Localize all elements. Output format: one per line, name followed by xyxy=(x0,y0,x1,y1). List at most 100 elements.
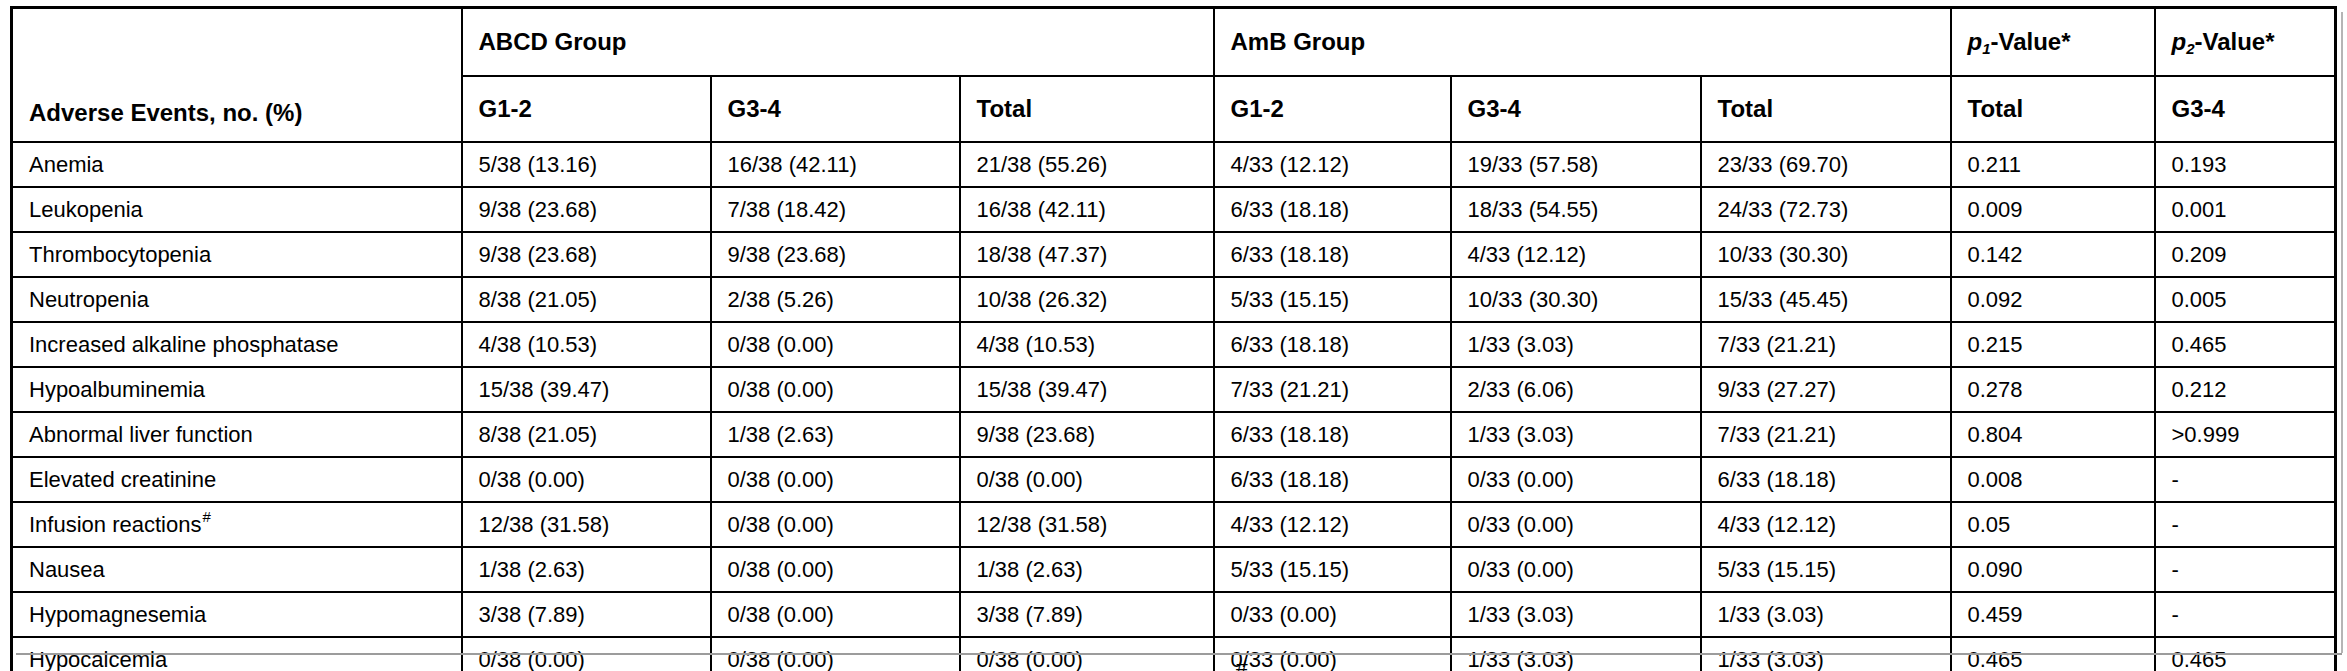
table-cell: 12/38 (31.58) xyxy=(462,502,711,547)
table-cell: - xyxy=(2155,547,2336,592)
row-label-superscript: # xyxy=(202,508,210,525)
table-cell: 18/33 (54.55) xyxy=(1451,187,1701,232)
table-cell: 0.001 xyxy=(2155,187,2336,232)
subheader-amb-g34: G3-4 xyxy=(1451,76,1701,142)
table-row: Infusion reactions#12/38 (31.58)0/38 (0.… xyxy=(12,502,2336,547)
table-cell: 6/33 (18.18) xyxy=(1214,187,1451,232)
group-header-amb: AmB Group xyxy=(1214,8,1951,77)
group-header-abcd: ABCD Group xyxy=(462,8,1214,77)
table-cell: 8/38 (21.05) xyxy=(462,277,711,322)
subheader-abcd-total: Total xyxy=(960,76,1214,142)
table-cell: 9/38 (23.68) xyxy=(960,412,1214,457)
table-cell: 6/33 (18.18) xyxy=(1214,232,1451,277)
row-label: Abnormal liver function xyxy=(12,412,462,457)
table-cell: 1/38 (2.63) xyxy=(711,412,960,457)
table-cell: 6/33 (18.18) xyxy=(1214,412,1451,457)
table-cell: 18/38 (47.37) xyxy=(960,232,1214,277)
p1-suffix: -Value* xyxy=(1991,28,2071,55)
row-label: Elevated creatinine xyxy=(12,457,462,502)
table-cell: 1/33 (3.03) xyxy=(1701,592,1951,637)
subheader-abcd-g12: G1-2 xyxy=(462,76,711,142)
table-cell: 4/38 (10.53) xyxy=(462,322,711,367)
table-cell: 0.05 xyxy=(1951,502,2155,547)
subheader-p1-total: Total xyxy=(1951,76,2155,142)
table-cell: 1/33 (3.03) xyxy=(1451,412,1701,457)
table-cell: 0.090 xyxy=(1951,547,2155,592)
table-cell: 15/33 (45.45) xyxy=(1701,277,1951,322)
table-cell: 4/33 (12.12) xyxy=(1701,502,1951,547)
row-label-text: Thrombocytopenia xyxy=(29,242,211,267)
row-label-text: Hypomagnesemia xyxy=(29,602,206,627)
row-label: Leukopenia xyxy=(12,187,462,232)
table-cell: 0/38 (0.00) xyxy=(960,457,1214,502)
table-cell: 15/38 (39.47) xyxy=(462,367,711,412)
row-label-text: Elevated creatinine xyxy=(29,467,216,492)
row-label-text: Hypoalbuminemia xyxy=(29,377,205,402)
table-cell: 0.008 xyxy=(1951,457,2155,502)
row-label: Neutropenia xyxy=(12,277,462,322)
table-cell: - xyxy=(2155,592,2336,637)
p2-italic: p2 xyxy=(2172,28,2195,55)
row-label: Infusion reactions# xyxy=(12,502,462,547)
table-cell: 4/38 (10.53) xyxy=(960,322,1214,367)
row-label: Hypomagnesemia xyxy=(12,592,462,637)
column-header-p2-value: p2-Value* xyxy=(2155,8,2336,77)
table-cell: 9/38 (23.68) xyxy=(462,187,711,232)
table-cell: 7/33 (21.21) xyxy=(1701,412,1951,457)
table-cell: 0/33 (0.00) xyxy=(1451,502,1701,547)
table-cell: 12/38 (31.58) xyxy=(960,502,1214,547)
table-cell: 3/38 (7.89) xyxy=(462,592,711,637)
table-cell: 5/33 (15.15) xyxy=(1701,547,1951,592)
table-cell: 1/33 (3.03) xyxy=(1451,322,1701,367)
table-cell: 24/33 (72.73) xyxy=(1701,187,1951,232)
table-row: Neutropenia8/38 (21.05)2/38 (5.26)10/38 … xyxy=(12,277,2336,322)
table-cell: - xyxy=(2155,457,2336,502)
p2-suffix: -Value* xyxy=(2195,28,2275,55)
table-bottom-shadow-line xyxy=(16,653,2342,655)
table-cell: 0.009 xyxy=(1951,187,2155,232)
table-cell: 5/33 (15.15) xyxy=(1214,277,1451,322)
table-cell: 23/33 (69.70) xyxy=(1701,142,1951,187)
table-cell: 0/38 (0.00) xyxy=(711,322,960,367)
p1-subscript: 1 xyxy=(1982,40,1990,57)
table-cell: 0.804 xyxy=(1951,412,2155,457)
table-cell: 0.459 xyxy=(1951,592,2155,637)
table-cell: 7/33 (21.21) xyxy=(1214,367,1451,412)
table-cell: 0/38 (0.00) xyxy=(711,502,960,547)
table-row: Hypoalbuminemia15/38 (39.47)0/38 (0.00)1… xyxy=(12,367,2336,412)
footnote-marker: # xyxy=(1236,655,1248,671)
row-label-text: Increased alkaline phosphatase xyxy=(29,332,338,357)
row-label-text: Hypocalcemia xyxy=(29,647,167,671)
table-cell: 0/38 (0.00) xyxy=(711,457,960,502)
table-cell: 9/38 (23.68) xyxy=(711,232,960,277)
table-cell: 16/38 (42.11) xyxy=(711,142,960,187)
table-cell: 0.005 xyxy=(2155,277,2336,322)
p1-letter: p xyxy=(1968,28,1983,55)
table-cell: 10/38 (26.32) xyxy=(960,277,1214,322)
table-row: Nausea1/38 (2.63)0/38 (0.00)1/38 (2.63)5… xyxy=(12,547,2336,592)
table-cell: 2/33 (6.06) xyxy=(1451,367,1701,412)
adverse-events-table: Adverse Events, no. (%) ABCD Group AmB G… xyxy=(10,6,2337,671)
table-row: Abnormal liver function8/38 (21.05)1/38 … xyxy=(12,412,2336,457)
table-cell: 7/38 (18.42) xyxy=(711,187,960,232)
table-cell: 1/38 (2.63) xyxy=(462,547,711,592)
table-cell: 0.142 xyxy=(1951,232,2155,277)
table-cell: 8/38 (21.05) xyxy=(462,412,711,457)
table-cell: 0.278 xyxy=(1951,367,2155,412)
table-cell: 0/38 (0.00) xyxy=(711,367,960,412)
table-cell: 19/33 (57.58) xyxy=(1451,142,1701,187)
table-cell: 10/33 (30.30) xyxy=(1451,277,1701,322)
p2-letter: p xyxy=(2172,28,2187,55)
row-label-text: Neutropenia xyxy=(29,287,149,312)
table-cell: 0/33 (0.00) xyxy=(1214,592,1451,637)
table-cell: 10/33 (30.30) xyxy=(1701,232,1951,277)
table-cell: 0.465 xyxy=(2155,322,2336,367)
table-row: Anemia5/38 (13.16)16/38 (42.11)21/38 (55… xyxy=(12,142,2336,187)
table-body: Anemia5/38 (13.16)16/38 (42.11)21/38 (55… xyxy=(12,142,2336,671)
row-label-text: Leukopenia xyxy=(29,197,143,222)
column-header-adverse-events: Adverse Events, no. (%) xyxy=(12,8,462,143)
subheader-p2-g34: G3-4 xyxy=(2155,76,2336,142)
table-cell: 4/33 (12.12) xyxy=(1451,232,1701,277)
row-label: Hypoalbuminemia xyxy=(12,367,462,412)
table-cell: >0.999 xyxy=(2155,412,2336,457)
